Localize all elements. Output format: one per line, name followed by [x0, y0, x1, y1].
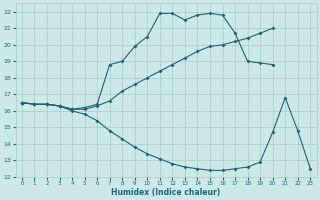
X-axis label: Humidex (Indice chaleur): Humidex (Indice chaleur)	[111, 188, 221, 197]
